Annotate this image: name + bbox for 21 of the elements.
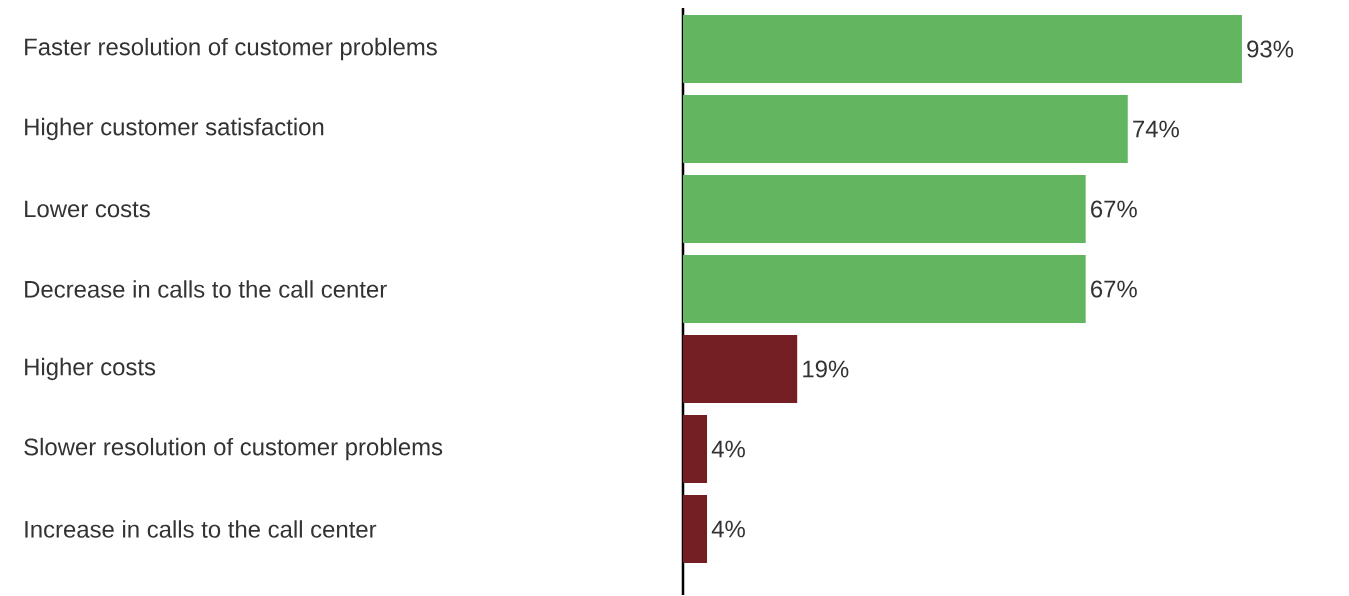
- y-tick-label: Lower costs: [25, 200, 150, 218]
- bar: [683, 334, 798, 403]
- data-label: 4%: [711, 440, 745, 458]
- data-label: 19%: [803, 360, 849, 378]
- bar: [683, 254, 1086, 323]
- data-label: 74%: [1133, 120, 1179, 138]
- bar: [683, 494, 708, 563]
- data-label: 67%: [1091, 200, 1137, 218]
- y-tick-label: Decrease in calls to the call center: [25, 280, 387, 298]
- data-label: 4%: [711, 520, 745, 538]
- bar: [683, 94, 1128, 163]
- y-tick-label: Increase in calls to the call center: [25, 520, 377, 538]
- y-tick-label: Higher customer satisfaction: [25, 117, 324, 141]
- data-label: 93%: [1247, 40, 1294, 58]
- bar: [683, 414, 708, 483]
- bar: [683, 174, 1086, 243]
- bar: [683, 14, 1242, 83]
- y-tick-label: Faster resolution of customer problems: [25, 37, 437, 61]
- y-tick-label: Slower resolution of customer problems: [24, 437, 443, 461]
- data-label: 67%: [1091, 280, 1137, 298]
- y-tick-label: Higher costs: [25, 357, 156, 381]
